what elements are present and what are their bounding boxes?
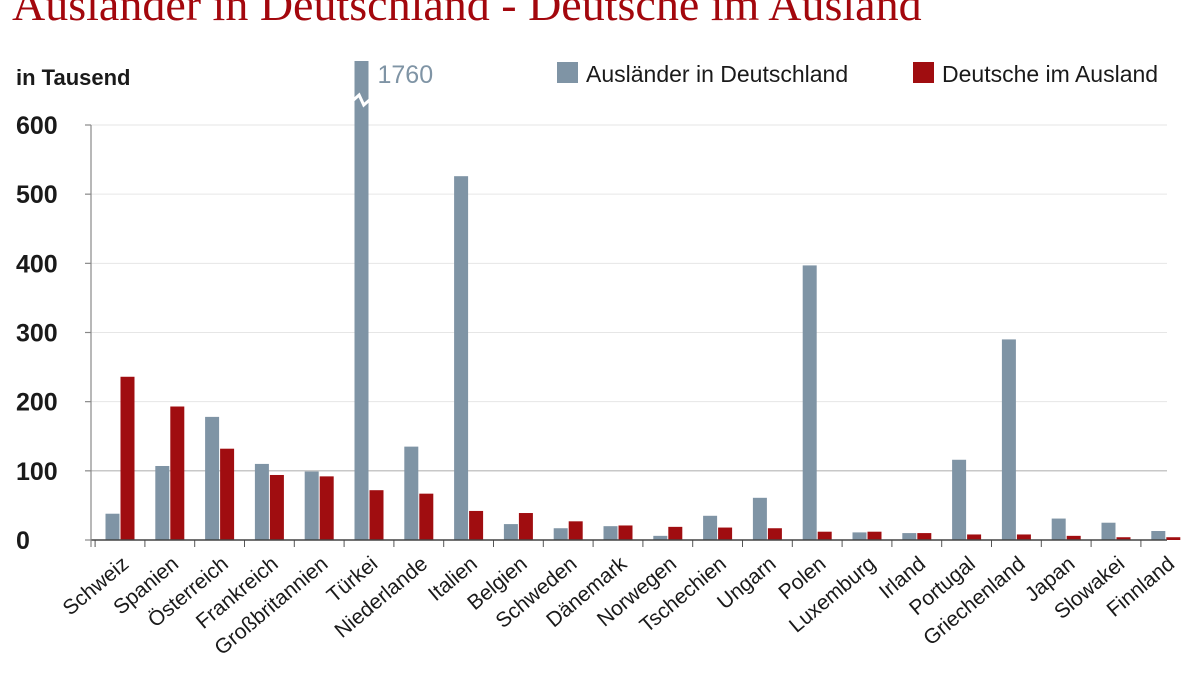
y-tick-300: 300 bbox=[16, 320, 58, 348]
bar-auslaender-in-deutschland-tschechien bbox=[703, 515, 718, 540]
annotations: 1760 bbox=[378, 61, 434, 89]
y-tick-200: 200 bbox=[16, 389, 58, 417]
x-tick-labels: SchweizSpanienÖsterreichFrankreichGroßbr… bbox=[59, 552, 1179, 660]
bar-deutsche-im-ausland-ungarn bbox=[767, 528, 782, 540]
bar-auslaender-in-deutschland-luxemburg bbox=[852, 532, 867, 540]
bar-deutsche-im-ausland-griechenland bbox=[1016, 534, 1031, 540]
bar-auslaender-in-deutschland-grossbritannien bbox=[304, 471, 319, 540]
bar-auslaender-in-deutschland-finnland bbox=[1151, 531, 1166, 540]
bar-deutsche-im-ausland-oesterreich bbox=[220, 448, 235, 540]
bar-deutsche-im-ausland-tschechien bbox=[718, 527, 733, 540]
bar-auslaender-in-deutschland-irland bbox=[902, 533, 917, 540]
chart-title: Ausländer in Deutschland - Deutsche im A… bbox=[12, 0, 922, 30]
legend-swatch-deutsche-im-ausland bbox=[913, 62, 934, 83]
bar-deutsche-im-ausland-niederlande bbox=[419, 493, 434, 540]
bar-auslaender-in-deutschland-schweiz bbox=[105, 513, 120, 540]
y-tick-500: 500 bbox=[16, 181, 58, 209]
bar-deutsche-im-ausland-japan bbox=[1066, 535, 1081, 540]
bar-deutsche-im-ausland-frankreich bbox=[269, 474, 284, 540]
bar-deutsche-im-ausland-slowakei bbox=[1116, 537, 1131, 540]
legend-swatch-auslaender-in-deutschland bbox=[557, 62, 578, 83]
unit-label: in Tausend bbox=[16, 65, 131, 90]
bar-auslaender-in-deutschland-niederlande bbox=[404, 446, 419, 540]
legend-label-auslaender-in-deutschland: Ausländer in Deutschland bbox=[586, 61, 848, 87]
bar-auslaender-in-deutschland-ungarn bbox=[752, 497, 767, 540]
bar-auslaender-in-deutschland-portugal bbox=[952, 459, 967, 540]
legend: Ausländer in Deutschland Deutsche im Ausl… bbox=[557, 61, 1158, 87]
bar-auslaender-in-deutschland-polen bbox=[802, 265, 817, 540]
bar-auslaender-in-deutschland-oesterreich bbox=[205, 416, 220, 540]
legend-label-deutsche-im-ausland: Deutsche im Ausland bbox=[942, 61, 1158, 87]
bar-deutsche-im-ausland-daenemark bbox=[618, 525, 633, 540]
bar-deutsche-im-ausland-belgien bbox=[518, 513, 533, 540]
data-label-tuerkei: 1760 bbox=[378, 61, 434, 89]
y-tick-labels: 0 100 200 300 400 500 600 bbox=[16, 112, 58, 555]
bar-auslaender-in-deutschland-griechenland bbox=[1001, 339, 1016, 540]
bar-deutsche-im-ausland-schweden bbox=[568, 521, 583, 540]
bar-deutsche-im-ausland-grossbritannien bbox=[319, 476, 334, 540]
axes bbox=[85, 124, 1167, 547]
y-tick-100: 100 bbox=[16, 458, 58, 486]
gridlines bbox=[91, 124, 1167, 472]
bar-auslaender-in-deutschland-frankreich bbox=[254, 463, 269, 540]
bar-deutsche-im-ausland-spanien bbox=[170, 406, 185, 540]
bar-deutsche-im-ausland-portugal bbox=[967, 534, 982, 540]
bar-auslaender-in-deutschland-schweden bbox=[553, 528, 568, 540]
bar-auslaender-in-deutschland-belgien bbox=[503, 524, 518, 540]
bar-auslaender-in-deutschland-spanien bbox=[155, 465, 170, 540]
bar-auslaender-in-deutschland-daenemark bbox=[603, 526, 618, 540]
bar-deutsche-im-ausland-italien bbox=[469, 510, 484, 540]
bars bbox=[105, 61, 1181, 540]
bar-auslaender-in-deutschland-tuerkei bbox=[354, 61, 369, 540]
bar-auslaender-in-deutschland-slowakei bbox=[1101, 522, 1116, 540]
bar-deutsche-im-ausland-finnland bbox=[1166, 537, 1181, 540]
bar-deutsche-im-ausland-tuerkei bbox=[369, 490, 384, 540]
bar-deutsche-im-ausland-polen bbox=[817, 531, 832, 540]
bar-auslaender-in-deutschland-japan bbox=[1051, 518, 1066, 540]
axis-break-mark bbox=[352, 92, 371, 108]
y-tick-400: 400 bbox=[16, 250, 58, 278]
bar-deutsche-im-ausland-schweiz bbox=[120, 376, 135, 540]
bar-deutsche-im-ausland-irland bbox=[917, 533, 932, 540]
bar-auslaender-in-deutschland-italien bbox=[454, 176, 469, 540]
y-tick-0: 0 bbox=[16, 527, 30, 555]
bar-deutsche-im-ausland-norwegen bbox=[668, 526, 683, 540]
bar-auslaender-in-deutschland-norwegen bbox=[653, 535, 668, 540]
y-tick-600: 600 bbox=[16, 112, 58, 140]
bar-deutsche-im-ausland-luxemburg bbox=[867, 531, 882, 540]
